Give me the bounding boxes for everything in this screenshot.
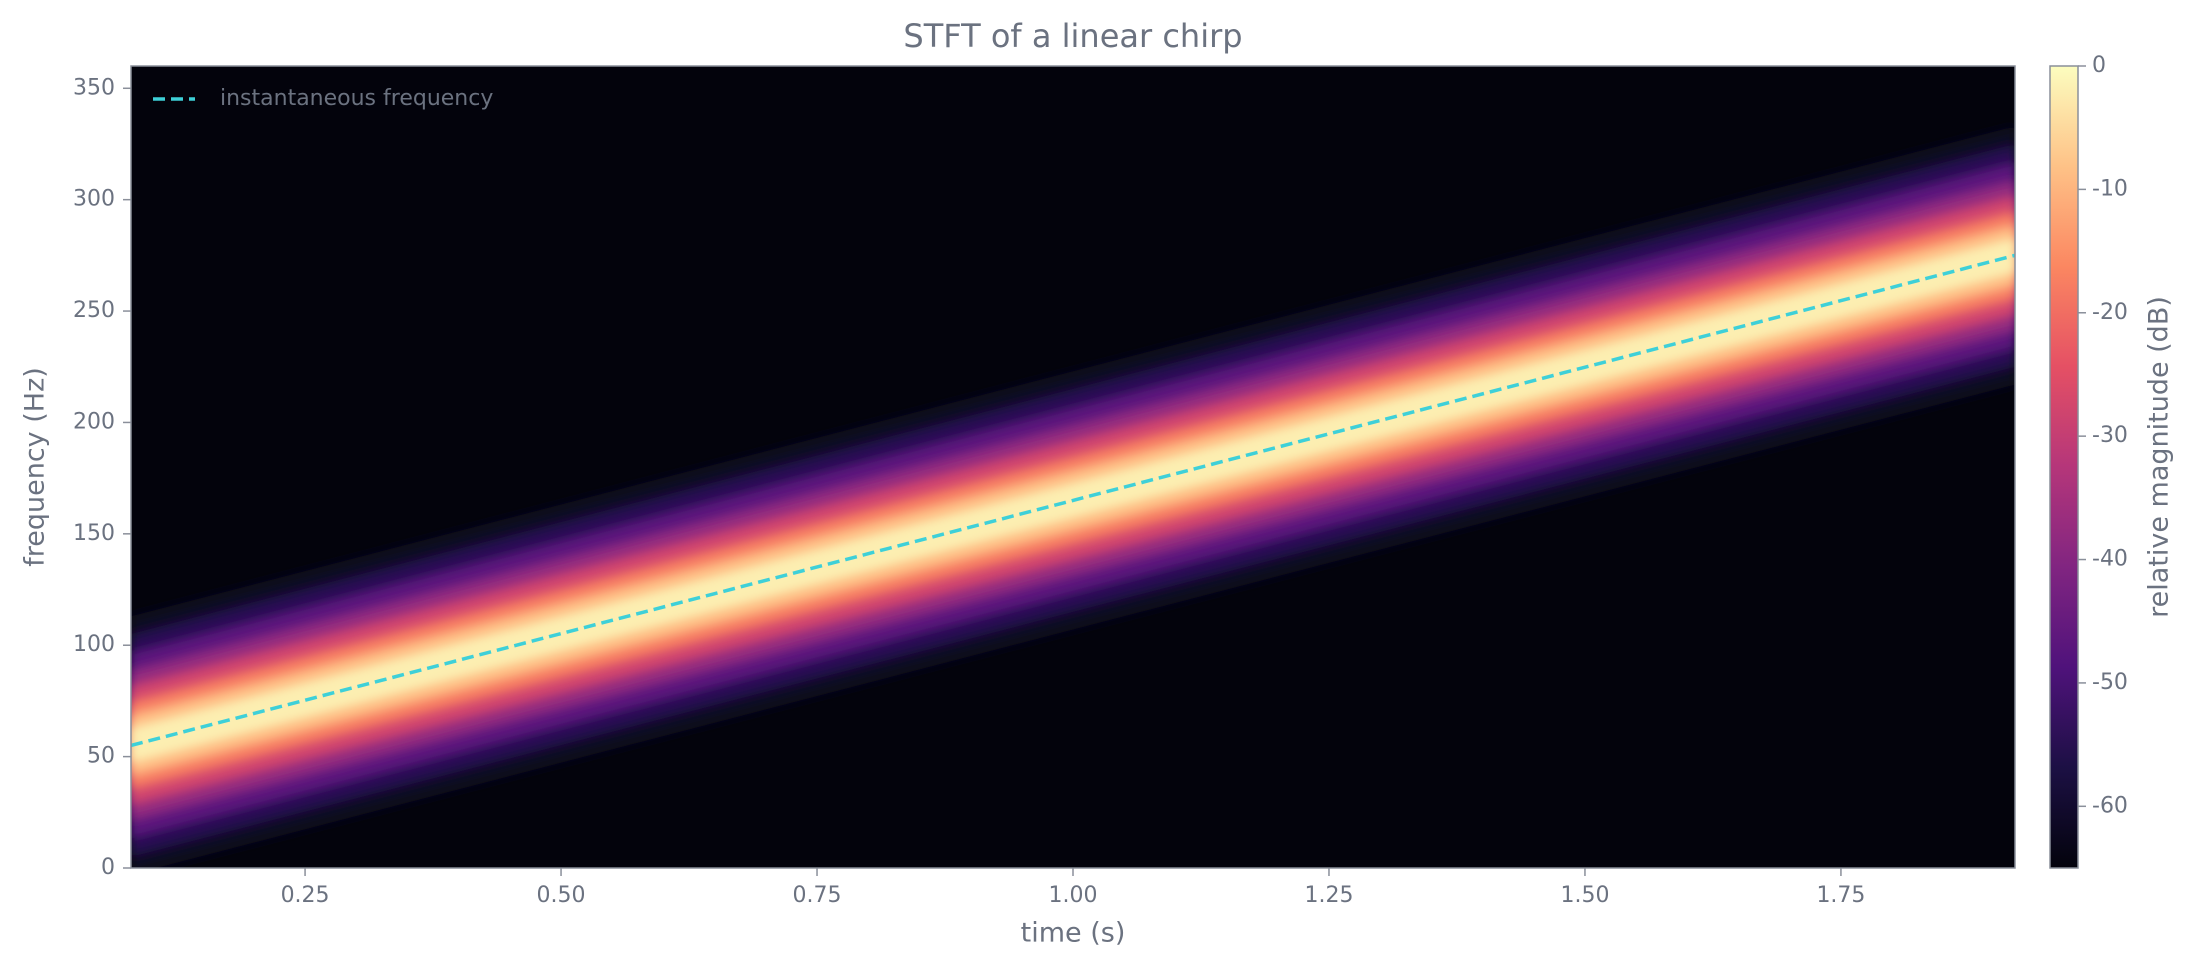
colorbar-tick-label: 0 bbox=[2092, 53, 2106, 78]
y-tick-label: 150 bbox=[73, 521, 115, 546]
colorbar-tick-label: -20 bbox=[2092, 300, 2128, 325]
y-tick-label: 200 bbox=[73, 409, 115, 434]
x-tick-label: 1.50 bbox=[1560, 883, 1609, 908]
chart-title: STFT of a linear chirp bbox=[903, 17, 1242, 55]
x-tick-label: 0.50 bbox=[537, 883, 586, 908]
x-axis-label: time (s) bbox=[1021, 918, 1126, 949]
y-tick-label: 100 bbox=[73, 632, 115, 657]
y-tick-label: 50 bbox=[87, 744, 115, 769]
colorbar-tick-label: -30 bbox=[2092, 423, 2128, 448]
colorbar-tick-label: -60 bbox=[2092, 793, 2128, 818]
colorbar bbox=[2049, 65, 2079, 869]
y-axis-label: frequency (Hz) bbox=[20, 367, 51, 567]
colorbar-tick-label: -50 bbox=[2092, 670, 2128, 695]
x-tick-label: 1.75 bbox=[1816, 883, 1865, 908]
x-tick-label: 0.75 bbox=[793, 883, 842, 908]
heatmap bbox=[131, 66, 2015, 868]
colorbar-tick-label: -40 bbox=[2092, 547, 2128, 572]
y-tick-label: 0 bbox=[101, 855, 115, 880]
instantaneous-frequency-line bbox=[131, 253, 2015, 748]
colorbar-tick-label: -10 bbox=[2092, 176, 2128, 201]
colorbar-label: relative magnitude (dB) bbox=[2144, 296, 2175, 618]
y-tick-label: 300 bbox=[73, 187, 115, 212]
x-tick-label: 0.25 bbox=[281, 883, 330, 908]
legend-label: instantaneous frequency bbox=[220, 86, 493, 111]
y-tick-label: 250 bbox=[73, 298, 115, 323]
x-tick-label: 1.00 bbox=[1049, 883, 1098, 908]
x-tick-label: 1.25 bbox=[1304, 883, 1353, 908]
y-tick-label: 350 bbox=[73, 75, 115, 100]
